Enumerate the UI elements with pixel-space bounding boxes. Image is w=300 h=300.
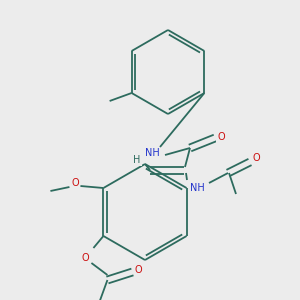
Text: O: O bbox=[82, 253, 89, 263]
Text: O: O bbox=[135, 265, 142, 275]
Text: O: O bbox=[252, 153, 260, 163]
Text: NH: NH bbox=[145, 148, 159, 158]
Text: NH: NH bbox=[190, 183, 204, 193]
Text: O: O bbox=[217, 132, 225, 142]
Text: O: O bbox=[72, 178, 79, 188]
Text: H: H bbox=[133, 155, 141, 165]
